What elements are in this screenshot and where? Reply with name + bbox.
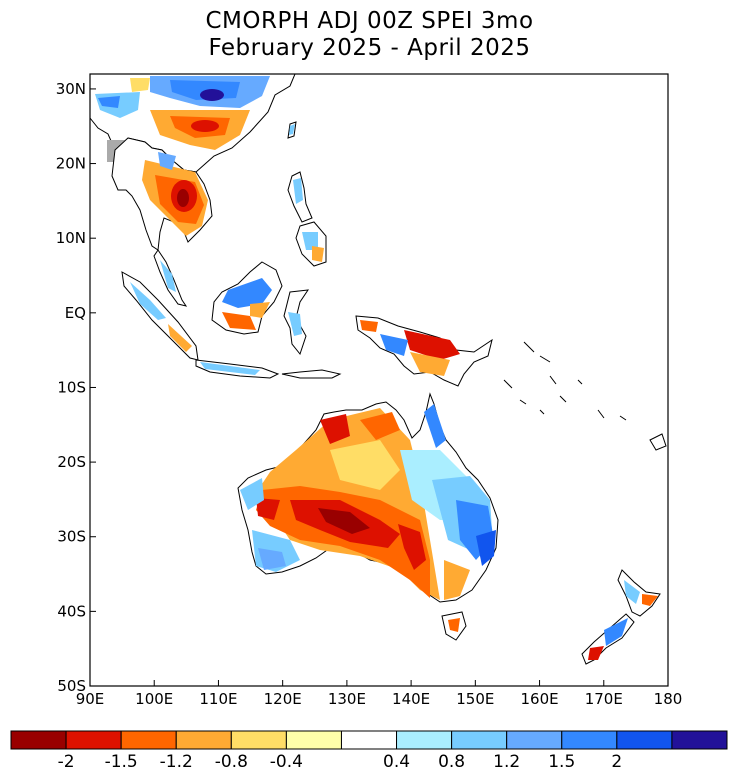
lon-tick-label: 130E: [328, 690, 366, 708]
colorbar-label: 0.8: [438, 752, 465, 772]
lat-tick-label: 10S: [57, 378, 86, 396]
chart-title-line2: February 2025 - April 2025: [208, 35, 531, 61]
colorbar-label: 1.5: [548, 752, 575, 772]
colorbar-label: -0.8: [215, 752, 248, 772]
lon-tick-label: 90E: [76, 690, 105, 708]
map-frame: [89, 73, 669, 687]
colorbar-label: -1.5: [105, 752, 138, 772]
chart-title-line1: CMORPH ADJ 00Z SPEI 3mo: [205, 8, 534, 34]
lat-tick-label: 20S: [57, 453, 86, 471]
lon-tick-label: 180: [654, 690, 683, 708]
colorbar-label: 0.4: [383, 752, 410, 772]
lon-tick-label: 140E: [392, 690, 430, 708]
colorbar-swatch: [616, 730, 673, 750]
colorbar-swatch: [451, 730, 508, 750]
colorbar-label: -1.2: [160, 752, 193, 772]
colorbar-label: 1.2: [493, 752, 520, 772]
lat-tick-label: 20N: [56, 155, 86, 173]
colorbar-swatch: [671, 730, 728, 750]
lon-tick-label: 120E: [264, 690, 302, 708]
lat-tick-label: 10N: [56, 229, 86, 247]
colorbar-swatch: [561, 730, 618, 750]
colorbar: -2 -1.5 -1.2 -0.8 -0.4 0.4 0.8 1.2 1.5 2: [10, 730, 728, 772]
lon-tick-label: 110E: [199, 690, 237, 708]
colorbar-label: -2: [58, 752, 75, 772]
colorbar-swatch: [506, 730, 563, 750]
colorbar-swatch: [340, 730, 398, 750]
colorbar-swatch: [175, 730, 232, 750]
borneo-anomalies: [222, 278, 272, 330]
australia-anomalies: [240, 404, 496, 600]
colorbar-swatch: [285, 730, 342, 750]
colorbar-label: -0.4: [270, 752, 303, 772]
indochina-anomalies: [142, 152, 208, 236]
lat-tick-label: 30S: [57, 528, 86, 546]
lat-tick-label: 30N: [56, 80, 86, 98]
latitude-axis: 30N 20N 10N EQ 10S 20S 30S 40S 50S: [56, 80, 96, 695]
colorbar-swatch: [10, 730, 67, 750]
lat-tick-label: 50S: [57, 677, 86, 695]
colorbar-swatch: [230, 730, 287, 750]
map-data-layer: [90, 74, 667, 665]
pacific-islands: [503, 341, 667, 451]
lon-tick-label: 150E: [456, 690, 494, 708]
lon-tick-label: 160E: [521, 690, 559, 708]
colorbar-label: 2: [611, 752, 622, 772]
colorbar-swatch: [396, 730, 453, 750]
colorbar-swatch: [65, 730, 122, 750]
new-guinea-anomalies: [360, 320, 460, 376]
lon-tick-label: 170E: [585, 690, 623, 708]
land-lesser-sunda: [281, 369, 342, 379]
lon-tick-label: 100E: [135, 690, 173, 708]
longitude-axis: 90E 100E 110E 120E 130E 140E 150E 160E 170E 180: [76, 680, 683, 708]
colorbar-swatch: [120, 730, 177, 750]
lat-tick-label: 40S: [57, 602, 86, 620]
lat-tick-label: EQ: [65, 304, 86, 322]
